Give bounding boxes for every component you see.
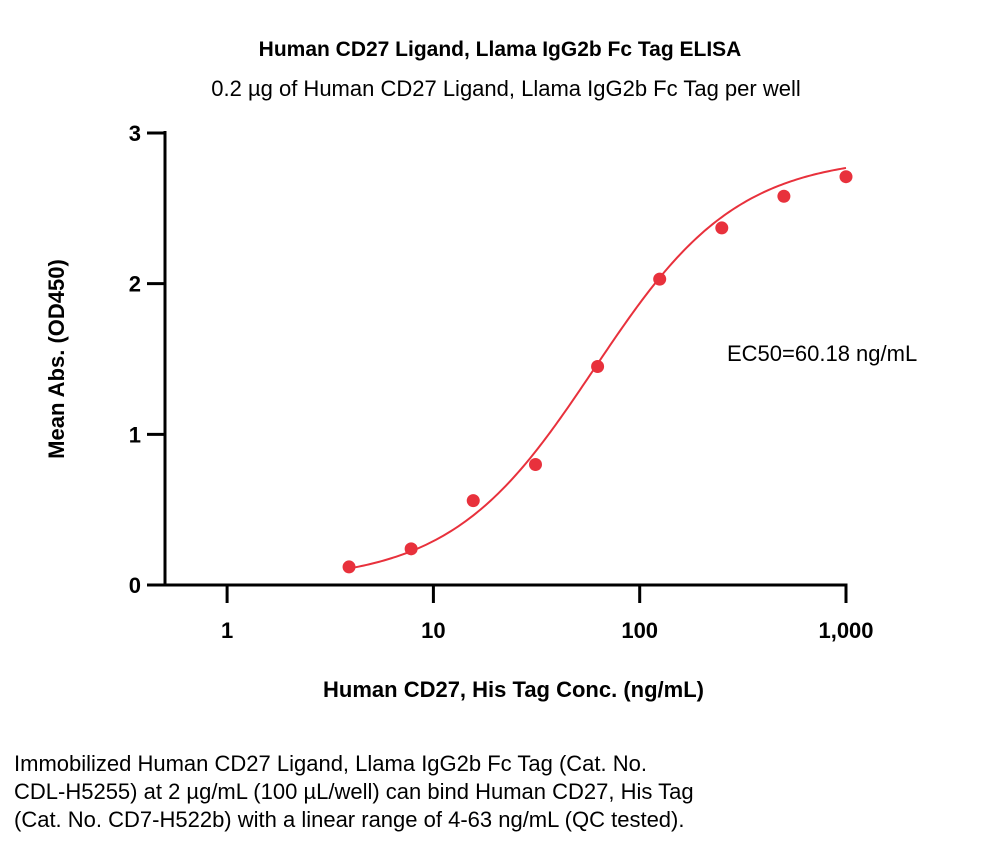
x-axis-title: Human CD27, His Tag Conc. (ng/mL) xyxy=(323,677,704,702)
figure-caption: Immobilized Human CD27 Ligand, Llama IgG… xyxy=(14,750,974,834)
x-tick-label: 10 xyxy=(421,618,445,643)
y-axis-title: Mean Abs. (OD450) xyxy=(44,259,69,459)
data-point xyxy=(839,170,853,184)
elisa-chart: 0 1 2 3 1 10 100 1,000 Human CD27, His Tag Conc.… xyxy=(44,121,917,702)
x-tick-label: 1 xyxy=(221,618,233,643)
y-tick-label: 3 xyxy=(129,121,141,146)
chart-title: Human CD27 Ligand, Llama IgG2b Fc Tag EL… xyxy=(258,38,742,61)
caption-line-2: CDL-H5255) at 2 µg/mL (100 µL/well) can … xyxy=(14,779,694,804)
data-point xyxy=(653,272,667,286)
data-point xyxy=(591,360,605,374)
x-tick-label: 1,000 xyxy=(818,618,873,643)
data-point xyxy=(715,221,729,235)
data-point xyxy=(342,560,356,574)
x-tick-label: 100 xyxy=(621,618,658,643)
data-point xyxy=(466,494,480,508)
y-tick-label: 1 xyxy=(129,422,141,447)
ec50-annotation: EC50=60.18 ng/mL xyxy=(727,341,917,366)
data-point xyxy=(528,457,542,471)
y-tick-label: 2 xyxy=(129,272,141,297)
chart-subtitle: 0.2 µg of Human CD27 Ligand, Llama IgG2b… xyxy=(211,76,801,101)
data-point xyxy=(777,189,791,203)
caption-line-1: Immobilized Human CD27 Ligand, Llama IgG… xyxy=(14,751,647,776)
caption-line-3: (Cat. No. CD7-H522b) with a linear range… xyxy=(14,807,685,832)
y-tick-label: 0 xyxy=(129,573,141,598)
data-point xyxy=(404,542,418,556)
